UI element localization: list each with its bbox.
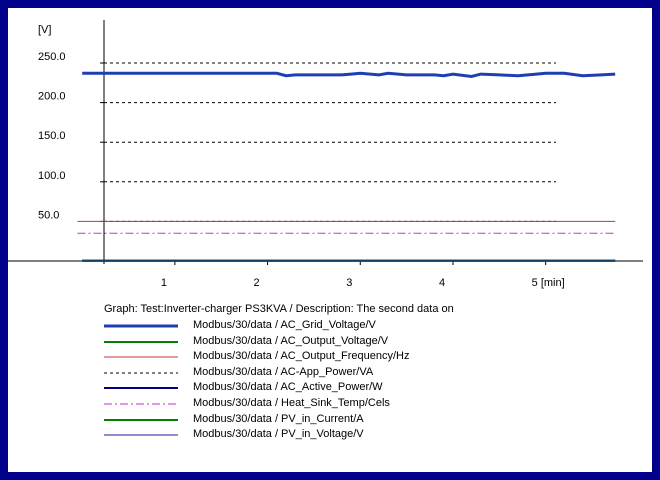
legend-label: Modbus/30/data / AC_Active_Power/W	[193, 381, 383, 394]
legend-swatch	[104, 434, 178, 436]
y-tick-label-0: 250.0	[38, 51, 66, 63]
x-tick-label-2: 3	[346, 277, 352, 289]
y-tick-label-2: 150.0	[38, 130, 66, 142]
legend-label: Modbus/30/data / PV_in_Current/A	[193, 412, 364, 425]
legend-label: Modbus/30/data / PV_in_Voltage/V	[193, 428, 364, 441]
legend-item: Modbus/30/data / AC-App_Power/VA	[104, 365, 644, 381]
y-tick-label-1: 200.0	[38, 91, 66, 103]
chart-plot: [V] 250.0 200.0 150.0 100.0 50.0 1 2 3 4 5 [min]	[8, 20, 643, 289]
legend-swatch	[104, 372, 178, 374]
legend-swatch	[104, 387, 178, 390]
y-unit-label: [V]	[38, 24, 51, 36]
legend-swatch	[104, 403, 178, 405]
x-tick-label-4: 5 [min]	[532, 277, 565, 289]
x-tick-label-3: 4	[439, 277, 445, 289]
legend-swatch	[104, 340, 178, 343]
legend-item: Modbus/30/data / AC_Active_Power/W	[104, 380, 644, 396]
legend-item: Modbus/30/data / PV_in_Voltage/V	[104, 427, 644, 443]
x-tick-label-0: 1	[161, 277, 167, 289]
legend-label: Modbus/30/data / Heat_Sink_Temp/Cels	[193, 396, 390, 409]
x-tick-label-1: 2	[254, 277, 260, 289]
legend-item: Modbus/30/data / PV_in_Current/A	[104, 412, 644, 428]
y-tick-label-4: 50.0	[38, 209, 59, 221]
legend: Modbus/30/data / AC_Grid_Voltage/V Modbus…	[104, 318, 644, 443]
legend-swatch	[104, 324, 178, 328]
series-line-0	[82, 71, 616, 79]
legend-label: Modbus/30/data / AC_Grid_Voltage/V	[193, 319, 376, 331]
chart-title: Graph: Test:Inverter-charger PS3KVA / De…	[104, 303, 454, 315]
chart-window: [V] 250.0 200.0 150.0 100.0 50.0 1 2 3 4 5 [min] G…	[8, 8, 652, 472]
legend-label: Modbus/30/data / AC_Output_Voltage/V	[193, 334, 389, 347]
legend-item: Modbus/30/data / AC_Output_Frequency/Hz	[104, 349, 644, 365]
legend-swatch	[104, 418, 178, 421]
legend-swatch	[104, 356, 178, 358]
y-tick-label-3: 100.0	[38, 170, 66, 182]
legend-label: Modbus/30/data / AC-App_Power/VA	[193, 365, 374, 378]
legend-item: Modbus/30/data / AC_Grid_Voltage/V	[104, 318, 644, 334]
legend-item: Modbus/30/data / Heat_Sink_Temp/Cels	[104, 396, 644, 412]
legend-item: Modbus/30/data / AC_Output_Voltage/V	[104, 334, 644, 350]
legend-label: Modbus/30/data / AC_Output_Frequency/Hz	[193, 350, 410, 363]
